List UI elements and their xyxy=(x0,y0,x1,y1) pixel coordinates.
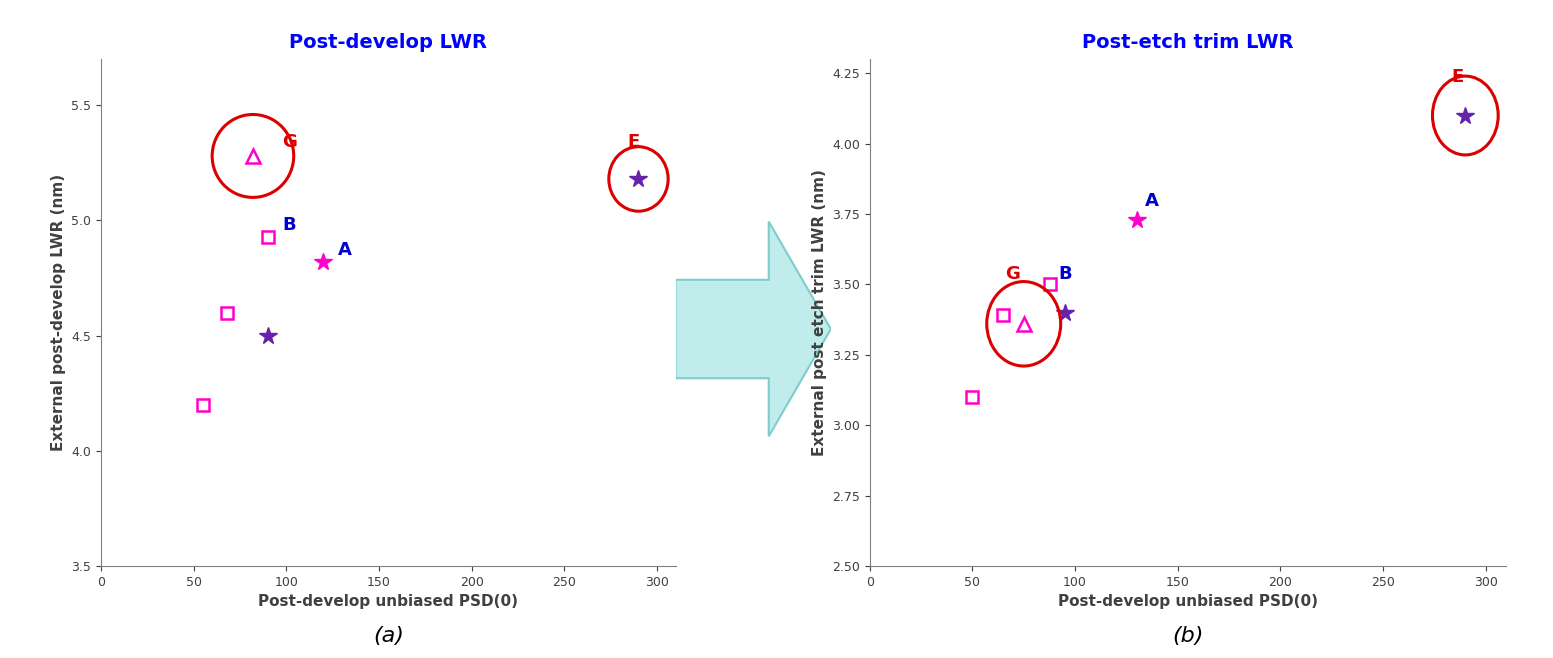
Title: Post-develop LWR: Post-develop LWR xyxy=(289,33,488,52)
Text: G: G xyxy=(1005,265,1020,283)
Title: Post-etch trim LWR: Post-etch trim LWR xyxy=(1082,33,1294,52)
X-axis label: Post-develop unbiased PSD(0): Post-develop unbiased PSD(0) xyxy=(1058,594,1318,609)
Text: B: B xyxy=(283,216,297,234)
Text: E: E xyxy=(1451,68,1463,86)
Y-axis label: External post etch trim LWR (nm): External post etch trim LWR (nm) xyxy=(812,169,826,456)
Text: (b): (b) xyxy=(1173,626,1204,646)
Text: B: B xyxy=(1059,265,1072,283)
Text: A: A xyxy=(339,241,353,259)
Y-axis label: External post-develop LWR (nm): External post-develop LWR (nm) xyxy=(51,174,65,451)
Text: A: A xyxy=(1145,191,1159,210)
X-axis label: Post-develop unbiased PSD(0): Post-develop unbiased PSD(0) xyxy=(258,594,519,609)
Text: (a): (a) xyxy=(373,626,404,646)
Text: G: G xyxy=(283,133,298,151)
Text: E: E xyxy=(627,133,640,151)
Polygon shape xyxy=(676,222,831,436)
